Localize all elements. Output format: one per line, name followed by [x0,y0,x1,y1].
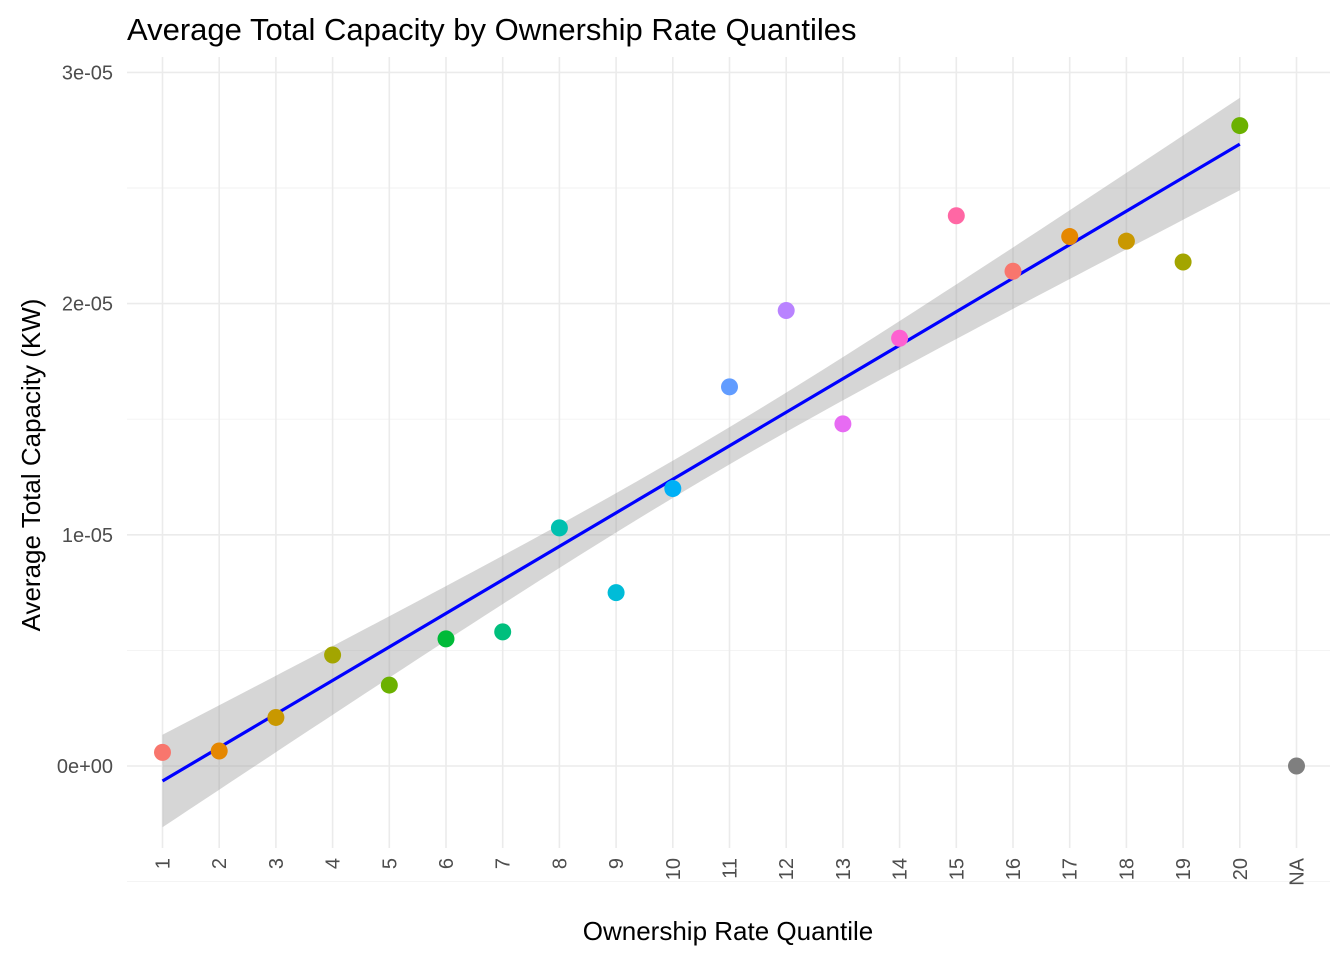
x-tick-label: 16 [1003,858,1025,880]
data-point [1117,232,1135,250]
data-point [1288,757,1305,775]
trend-line-layer [161,142,1241,783]
x-tick-label: 20 [1230,858,1252,880]
data-point [891,329,909,347]
y-tick-label: 2e-05 [62,294,113,316]
y-axis-ticks: 0e+00 1e-05 2e-05 3e-05 [57,62,113,778]
data-point [324,646,342,664]
x-tick-label: 17 [1060,858,1082,880]
x-tick-label: 3 [266,858,288,869]
data-point [607,584,625,602]
chart-title: Average Total Capacity by Ownership Rate… [127,12,856,47]
x-tick-label: 7 [493,858,515,869]
x-tick-label: NA [1287,857,1309,885]
data-point [380,676,398,694]
data-point [947,207,965,225]
x-axis-ticks: 1 2 3 4 5 6 7 8 9 10 11 12 13 14 15 16 17 18 19 20 NA [153,857,1309,885]
data-point [1004,262,1022,280]
data-point [664,480,682,498]
data-point [1061,228,1079,246]
x-tick-label: 19 [1173,858,1195,880]
data-point [834,415,852,433]
x-tick-label: 13 [833,858,855,880]
x-tick-label: 9 [606,858,628,869]
x-tick-label: 6 [436,858,458,869]
x-tick-label: 2 [209,858,231,869]
y-tick-label: 3e-05 [62,62,113,84]
x-tick-label: 8 [549,858,571,869]
x-tick-label: 5 [379,858,401,869]
x-tick-label: 15 [946,858,968,880]
x-tick-label: 14 [890,858,912,880]
x-tick-label: 18 [1116,858,1138,880]
x-tick-label: 11 [720,858,742,879]
y-axis-title: Average Total Capacity (KW) [16,299,46,632]
data-point [721,378,738,396]
data-points [154,117,1305,775]
data-point [267,708,285,726]
data-point [777,302,795,320]
data-point [1231,117,1249,135]
x-tick-label: 12 [776,858,798,880]
data-point [1174,253,1192,271]
x-tick-label: 1 [153,858,175,869]
x-tick-label: 4 [323,858,345,869]
trend-line [161,142,1241,783]
data-point [154,743,171,761]
data-point [550,519,568,537]
y-tick-label: 1e-05 [62,525,113,547]
data-point [494,623,512,641]
y-tick-label: 0e+00 [57,756,113,778]
data-point [437,630,455,648]
x-tick-label: 10 [663,858,685,880]
data-point [210,742,228,760]
grid [127,57,1330,883]
x-axis-title: Ownership Rate Quantile [583,916,873,946]
